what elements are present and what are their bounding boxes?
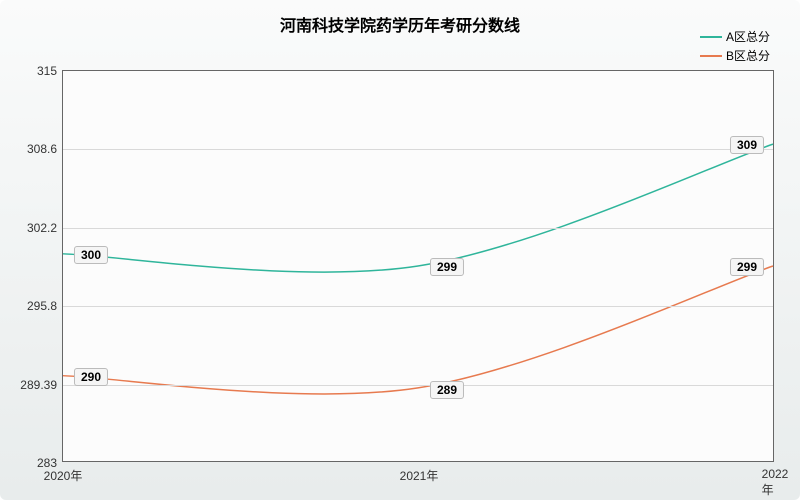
gridline bbox=[63, 306, 773, 307]
y-tick-label: 302.2 bbox=[27, 221, 63, 235]
legend-label-1: B区总分 bbox=[726, 47, 770, 64]
legend-item-1: B区总分 bbox=[700, 47, 770, 64]
data-label: 300 bbox=[74, 246, 108, 264]
chart-container: 河南科技学院药学历年考研分数线 A区总分 B区总分 283289.39295.8… bbox=[0, 0, 800, 500]
x-tick-label: 2022年 bbox=[762, 461, 789, 498]
chart-svg bbox=[63, 71, 773, 461]
series-line bbox=[63, 144, 773, 272]
data-label: 309 bbox=[730, 136, 764, 154]
chart-title: 河南科技学院药学历年考研分数线 bbox=[280, 12, 520, 36]
legend-swatch-1 bbox=[700, 55, 722, 57]
gridline bbox=[63, 228, 773, 229]
series-line bbox=[63, 266, 773, 394]
x-tick-label: 2021年 bbox=[400, 461, 439, 484]
y-tick-label: 315 bbox=[37, 64, 63, 78]
legend-label-0: A区总分 bbox=[726, 28, 770, 45]
y-tick-label: 308.6 bbox=[27, 142, 63, 156]
data-label: 299 bbox=[730, 258, 764, 276]
gridline bbox=[63, 385, 773, 386]
data-label: 289 bbox=[430, 381, 464, 399]
legend-swatch-0 bbox=[700, 36, 722, 38]
y-tick-label: 295.8 bbox=[27, 299, 63, 313]
y-tick-label: 289.39 bbox=[20, 378, 63, 392]
legend: A区总分 B区总分 bbox=[700, 28, 770, 66]
gridline bbox=[63, 149, 773, 150]
plot-area: 283289.39295.8302.2308.63152020年2021年202… bbox=[62, 70, 774, 462]
data-label: 299 bbox=[430, 258, 464, 276]
legend-item-0: A区总分 bbox=[700, 28, 770, 45]
data-label: 290 bbox=[74, 368, 108, 386]
x-tick-label: 2020年 bbox=[44, 461, 83, 484]
